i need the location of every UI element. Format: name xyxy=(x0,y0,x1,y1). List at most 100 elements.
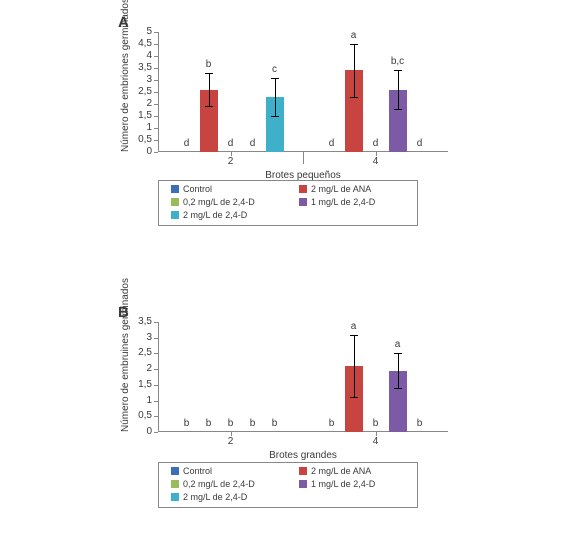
x-group-label: 4 xyxy=(356,436,396,447)
y-tick xyxy=(154,338,158,339)
y-tick xyxy=(154,104,158,105)
error-cap xyxy=(394,353,402,354)
y-tick xyxy=(154,128,158,129)
legend-label: 2 mg/L de ANA xyxy=(311,466,371,476)
panel-b: B00,511,522,533,5Número de embruines ger… xyxy=(110,300,460,520)
legend-label: 2 mg/L de 2,4-D xyxy=(183,210,247,220)
y-tick-label: 0 xyxy=(128,146,152,157)
significance-letter: d xyxy=(174,138,200,149)
y-tick xyxy=(154,32,158,33)
y-tick-label: 1 xyxy=(128,395,152,406)
y-tick-label: 4 xyxy=(128,50,152,61)
y-tick xyxy=(154,92,158,93)
legend-swatch xyxy=(171,480,179,488)
error-cap xyxy=(350,335,358,336)
y-tick-label: 4,5 xyxy=(128,38,152,49)
y-tick-label: 3,5 xyxy=(128,62,152,73)
significance-letter: b xyxy=(262,418,288,429)
error-bar xyxy=(209,73,210,107)
legend-label: 0,2 mg/L de 2,4-D xyxy=(183,479,255,489)
legend-swatch xyxy=(171,467,179,475)
legend-swatch xyxy=(299,480,307,488)
legend-swatch xyxy=(299,467,307,475)
y-tick-label: 1,5 xyxy=(128,110,152,121)
significance-letter: b xyxy=(407,418,433,429)
significance-letter: b xyxy=(363,418,389,429)
error-cap xyxy=(205,106,213,107)
significance-letter: d xyxy=(363,138,389,149)
x-group-tick xyxy=(376,152,377,156)
y-tick xyxy=(154,140,158,141)
y-tick xyxy=(154,80,158,81)
error-cap xyxy=(350,397,358,398)
y-tick-label: 2 xyxy=(128,98,152,109)
x-group-label: 4 xyxy=(356,156,396,167)
y-tick xyxy=(154,44,158,45)
error-cap xyxy=(350,97,358,98)
x-group-tick xyxy=(376,432,377,436)
significance-letter: b xyxy=(196,59,222,70)
error-bar xyxy=(398,353,399,388)
y-tick-label: 2 xyxy=(128,363,152,374)
error-bar xyxy=(354,44,355,97)
significance-letter: a xyxy=(341,321,367,332)
y-tick-label: 0,5 xyxy=(128,410,152,421)
legend-swatch xyxy=(171,185,179,193)
legend-swatch xyxy=(171,198,179,206)
y-tick xyxy=(154,401,158,402)
significance-letter: d xyxy=(240,138,266,149)
y-tick-label: 5 xyxy=(128,26,152,37)
legend-label: 2 mg/L de 2,4-D xyxy=(183,492,247,502)
y-tick-label: 0 xyxy=(128,426,152,437)
error-cap xyxy=(205,73,213,74)
y-tick xyxy=(154,68,158,69)
y-tick-label: 1 xyxy=(128,122,152,133)
x-group-tick xyxy=(231,152,232,156)
y-tick-label: 3,5 xyxy=(128,316,152,327)
x-group-label: 2 xyxy=(211,156,251,167)
legend-swatch xyxy=(171,211,179,219)
panel-a: A00,511,522,533,544,55Número de embrione… xyxy=(110,10,460,240)
y-tick-label: 2,5 xyxy=(128,86,152,97)
significance-letter: b,c xyxy=(385,56,411,67)
y-tick-label: 1,5 xyxy=(128,379,152,390)
y-tick xyxy=(154,56,158,57)
error-cap xyxy=(394,109,402,110)
y-tick xyxy=(154,353,158,354)
y-tick-label: 2,5 xyxy=(128,347,152,358)
legend-swatch xyxy=(299,185,307,193)
legend: Control2 mg/L de ANA0,2 mg/L de 2,4-D1 m… xyxy=(158,180,418,226)
error-cap xyxy=(271,116,279,117)
y-tick xyxy=(154,322,158,323)
significance-letter: d xyxy=(319,138,345,149)
legend-label: 1 mg/L de 2,4-D xyxy=(311,479,375,489)
x-axis-title: Brotes grandes xyxy=(158,450,448,461)
y-tick xyxy=(154,116,158,117)
error-bar xyxy=(354,335,355,398)
error-bar xyxy=(275,78,276,116)
error-cap xyxy=(394,70,402,71)
y-tick-label: 3 xyxy=(128,74,152,85)
significance-letter: a xyxy=(341,30,367,41)
error-cap xyxy=(271,78,279,79)
y-tick-label: 0,5 xyxy=(128,134,152,145)
error-cap xyxy=(350,44,358,45)
group-divider xyxy=(303,152,304,164)
legend: Control 2 mg/L de ANA 0,2 mg/L de 2,4-D 1 m… xyxy=(158,462,418,508)
legend-label: 1 mg/L de 2,4-D xyxy=(311,197,375,207)
significance-letter: a xyxy=(385,339,411,350)
y-axis-title: Número de embruines germinados xyxy=(120,278,131,432)
y-tick xyxy=(154,385,158,386)
x-group-label: 2 xyxy=(211,436,251,447)
legend-label: Control xyxy=(183,466,212,476)
error-cap xyxy=(394,388,402,389)
legend-swatch xyxy=(299,198,307,206)
legend-label: 2 mg/L de ANA xyxy=(311,184,371,194)
y-axis-title: Número de embriones germinados xyxy=(120,0,131,152)
y-tick xyxy=(154,432,158,433)
x-group-tick xyxy=(231,432,232,436)
y-tick xyxy=(154,416,158,417)
legend-label: 0,2 mg/L de 2,4-D xyxy=(183,197,255,207)
significance-letter: b xyxy=(319,418,345,429)
significance-letter: c xyxy=(262,64,288,75)
